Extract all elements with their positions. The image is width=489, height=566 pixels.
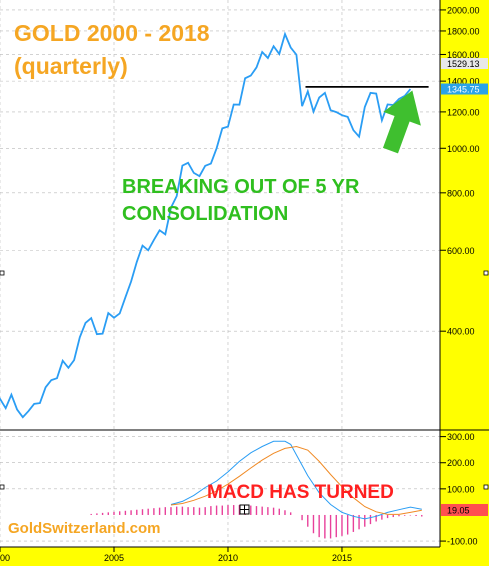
macd-tick-label: 200.00	[447, 458, 475, 468]
macd-tick-label: 300.00	[447, 432, 475, 442]
macd-annotation: MACD HAS TURNED	[207, 482, 394, 503]
gold-price-line	[0, 31, 412, 419]
breakout-annotation-line2: CONSOLIDATION	[122, 203, 288, 225]
macd-lines	[170, 440, 422, 520]
right-handle-bottom[interactable]	[483, 484, 489, 490]
price-series	[0, 31, 412, 419]
macd-y-axis: 300.00 200.00 100.00 -100.00	[440, 432, 478, 547]
price-panel-bg	[0, 0, 440, 430]
price-tick-label: 400.00	[447, 327, 475, 337]
price-tick-label: 1400.00	[447, 77, 480, 87]
x-axis-panel	[0, 547, 489, 566]
macd-value-badge	[441, 503, 488, 516]
value-badge	[441, 83, 488, 95]
x-tick-label: 2000	[0, 553, 10, 563]
x-axis: 2000 2005 2010 2015	[0, 547, 352, 563]
grid-lines	[0, 0, 440, 547]
macd-tick-label: -100.00	[447, 537, 478, 547]
value-badge	[441, 58, 488, 70]
chart-subtitle: (quarterly)	[14, 53, 128, 79]
price-tick-label: 1600.00	[447, 50, 480, 60]
macd-value-badge-label: 19.05	[447, 505, 470, 515]
value-badge-label: 1529.13	[447, 59, 480, 69]
x-tick-label: 2005	[104, 553, 124, 563]
price-tick-label: 1000.00	[447, 144, 480, 154]
macd-histogram	[90, 505, 423, 539]
value-badge-label: 1345.75	[447, 85, 480, 95]
price-tick-label: 1200.00	[447, 107, 480, 117]
price-tick-label: 1800.00	[447, 26, 480, 36]
chart-title: GOLD 2000 - 2018	[14, 20, 210, 46]
up-arrow-icon	[382, 90, 421, 154]
macd-tick-label: 100.00	[447, 484, 475, 494]
left-handle-top[interactable]	[0, 270, 5, 276]
breakout-annotation-line1: BREAKING OUT OF 5 YR	[122, 176, 360, 198]
crosshair-icon	[239, 504, 250, 515]
watermark: GoldSwitzerland.com	[8, 520, 161, 537]
price-tick-label: 600.00	[447, 246, 475, 256]
last-value-labels: 1529.13 1345.75 19.05	[441, 58, 488, 516]
price-y-axis: 2000.00 1800.00 1600.00 1400.00 1200.00 1000.…	[440, 5, 480, 337]
macd-line	[170, 440, 422, 520]
x-tick-label: 2010	[218, 553, 238, 563]
price-tick-label: 2000.00	[447, 5, 480, 15]
price-tick-label: 800.00	[447, 188, 475, 198]
left-handle-bottom[interactable]	[0, 484, 5, 490]
macd-signal-line	[170, 445, 422, 515]
right-handle-top[interactable]	[483, 270, 489, 276]
x-tick-label: 2015	[332, 553, 352, 563]
